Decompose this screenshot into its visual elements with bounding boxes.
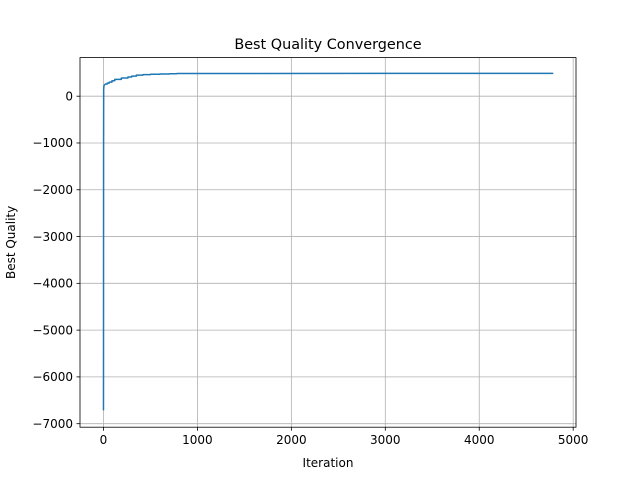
y-tick-label: −3000 xyxy=(32,230,73,244)
y-tick-label: −5000 xyxy=(32,323,73,337)
x-tick-label: 4000 xyxy=(464,433,495,447)
x-tick-label: 1000 xyxy=(182,433,213,447)
x-tick-label: 2000 xyxy=(276,433,307,447)
y-tick-label: −4000 xyxy=(32,277,73,291)
y-tick-label: −2000 xyxy=(32,183,73,197)
x-tick-label: 3000 xyxy=(370,433,401,447)
axes-frame xyxy=(79,57,577,428)
x-axis-ticks: 0 1000 2000 3000 4000 5000 xyxy=(100,427,589,447)
y-tick-label: −7000 xyxy=(32,417,73,431)
x-axis-label: Iteration xyxy=(303,456,354,470)
y-axis-ticks: −7000 −6000 −5000 −4000 −3000 −2000 −1000 0 xyxy=(32,89,80,431)
grid-lines xyxy=(80,57,576,428)
y-tick-label: −1000 xyxy=(32,136,73,150)
x-tick-label: 5000 xyxy=(558,433,589,447)
data-series xyxy=(102,72,554,411)
y-axis-label: Best Quality xyxy=(4,206,18,279)
chart-title: Best Quality Convergence xyxy=(234,37,421,53)
y-tick-label: −6000 xyxy=(32,370,73,384)
series-line-0 xyxy=(102,72,554,411)
y-tick-label: 0 xyxy=(65,89,73,103)
x-tick-label: 0 xyxy=(100,433,108,447)
